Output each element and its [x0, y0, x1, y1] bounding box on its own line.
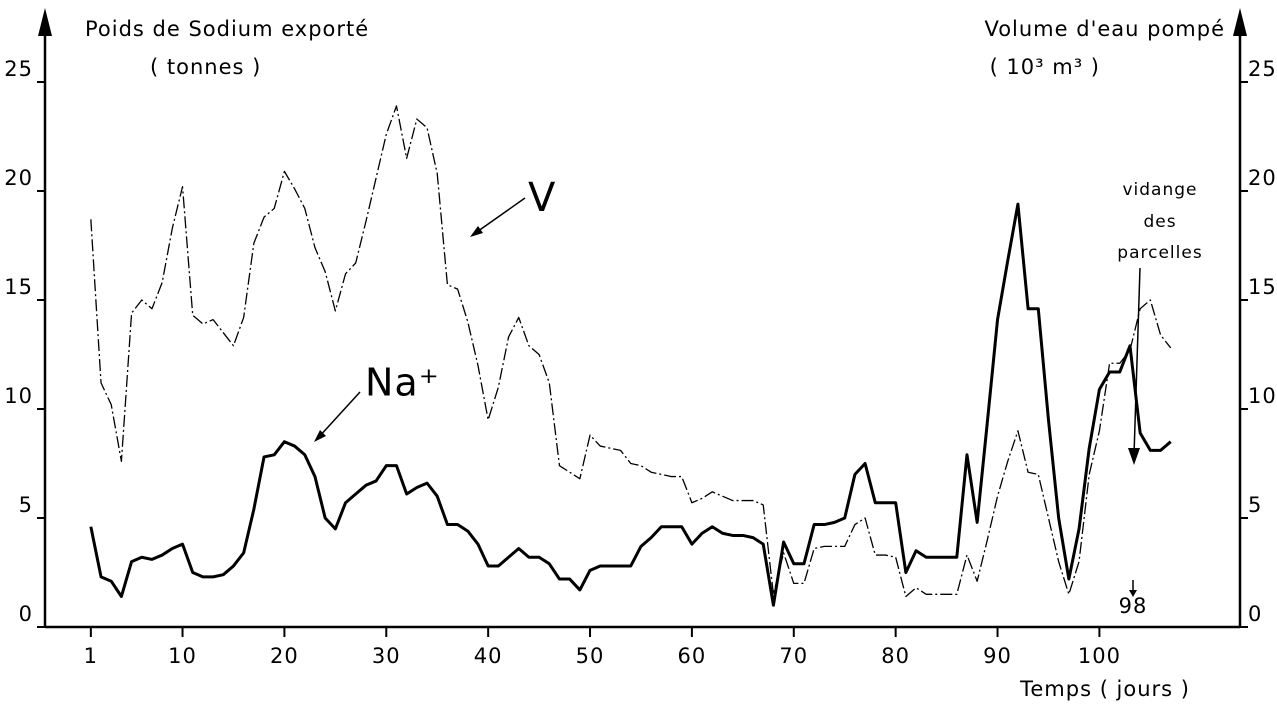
annotation: des — [1143, 212, 1176, 232]
y-tick-label: 5 — [19, 493, 33, 517]
series-line — [89, 202, 1172, 607]
y-label: ( tonnes ) — [150, 55, 261, 79]
y2-tick-label: 20 — [1248, 166, 1277, 190]
x-tick-label: 10 — [168, 644, 197, 668]
x-tick-label: 80 — [881, 644, 910, 668]
annotation-arrow-head — [1129, 590, 1137, 597]
x-tick-label: 90 — [983, 644, 1012, 668]
annotation: vidange — [1122, 180, 1197, 200]
y2-tick-label: 0 — [1248, 602, 1262, 626]
y2-label: Volume d'eau pompé — [984, 17, 1225, 41]
y-tick-label: 10 — [4, 384, 33, 408]
y-tick-label: 0 — [19, 602, 33, 626]
annotation: Na⁺ — [365, 361, 440, 405]
x-tick-label: 50 — [576, 644, 605, 668]
y-arrow — [38, 8, 52, 36]
x-tick-label: 70 — [779, 644, 808, 668]
y-tick-label: 15 — [4, 275, 33, 299]
y2-tick-label: 25 — [1248, 57, 1277, 81]
x-tick-label: 1 — [84, 644, 98, 668]
annotation-arrow — [1133, 267, 1141, 456]
annotation-arrow — [317, 391, 361, 439]
annotation-arrow-head — [314, 430, 326, 442]
annotation: V — [528, 175, 556, 221]
y-label: Poids de Sodium exporté — [85, 17, 369, 41]
y-tick-label: 25 — [4, 57, 33, 81]
annotation: parcelles — [1117, 243, 1202, 263]
x-tick-label: 30 — [372, 644, 401, 668]
x-tick-label: 60 — [678, 644, 707, 668]
y2-label: ( 10³ m³ ) — [990, 55, 1100, 79]
x-tick-label: 40 — [474, 644, 503, 668]
annotation-arrow-head — [1128, 448, 1140, 465]
annotation-arrow — [473, 197, 526, 235]
x-tick-label: 100 — [1078, 644, 1121, 668]
y2-tick-label: 15 — [1248, 275, 1277, 299]
annotation: 98 — [1119, 594, 1148, 618]
x-label: Temps ( jours ) — [1019, 677, 1190, 701]
series-line — [90, 105, 1172, 598]
x-tick-label: 20 — [270, 644, 299, 668]
annotation-arrow-head — [470, 226, 483, 237]
y2-arrow — [1233, 8, 1247, 36]
y2-tick-label: 5 — [1248, 493, 1262, 517]
y-tick-label: 20 — [4, 166, 33, 190]
y2-tick-label: 10 — [1248, 384, 1277, 408]
